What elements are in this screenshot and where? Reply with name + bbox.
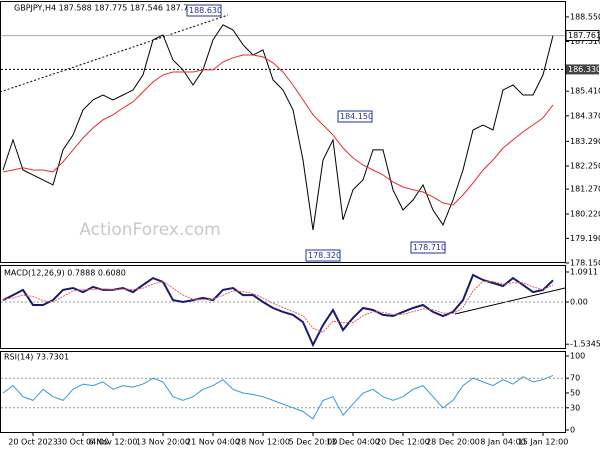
watermark: ActionForex.com	[79, 220, 220, 240]
price-box	[565, 30, 600, 42]
y-tick-label: 185.410	[570, 87, 600, 96]
annotation: 178.320	[308, 251, 341, 260]
x-tick-label: 13 Nov 20:00	[136, 438, 190, 447]
y-tick-label: 100	[570, 351, 585, 360]
annotation-box	[337, 110, 373, 123]
x-tick-label: 28 Nov 12:00	[236, 438, 290, 447]
y-tick-label: 70	[570, 374, 580, 383]
y-tick-label: 187.510	[570, 37, 600, 46]
series-line	[2, 24, 554, 231]
x-tick-label: 13 Dec 04:00	[326, 438, 380, 447]
x-tick-label: 28 Dec 20:00	[426, 438, 480, 447]
y-tick-label: 184.370	[570, 111, 600, 120]
series-line	[2, 54, 554, 206]
y-tick-label: 1.0911	[570, 267, 598, 276]
y-tick-label: 0.00	[570, 297, 588, 306]
rsi-frame	[0, 351, 566, 433]
y-tick-label: 0	[570, 426, 575, 435]
annotation: 188.630	[189, 6, 222, 15]
x-tick-label: 15 Jan 12:00	[518, 438, 569, 447]
chart-title: GBPJPY,H4 187.588 187.775 187.546 187.76…	[14, 4, 199, 13]
macd-trend-line	[454, 287, 566, 315]
annotation: 178.710	[413, 243, 446, 252]
x-tick-label: 8 Jan 04:00	[480, 438, 526, 447]
x-tick-label: 6 Nov 12:00	[89, 438, 138, 447]
y-tick-label: 181.270	[570, 185, 600, 194]
y-tick-label: -1.5345	[570, 340, 600, 349]
trend-line	[0, 14, 229, 93]
y-tick-label: 178.150	[570, 258, 600, 267]
y-tick-label: 50	[570, 388, 580, 397]
series-line	[2, 374, 554, 420]
series-line	[2, 280, 554, 333]
rsi-title: RSI(14) 73.7301	[4, 353, 69, 362]
macd-title: MACD(12,26,9) 0.7888 0.6080	[4, 269, 126, 278]
y-tick-label: 182.250	[570, 161, 600, 170]
level-box	[566, 64, 599, 75]
annotation: 184.150	[340, 112, 373, 121]
annotation-box	[186, 4, 222, 17]
main-frame	[0, 1, 566, 263]
series-line	[2, 273, 554, 348]
x-tick-label: 20 Oct 2023	[8, 438, 57, 447]
y-tick-label: 30	[570, 403, 580, 412]
y-tick-label: 188.550	[570, 12, 600, 21]
x-tick-label: 5 Dec 20:00	[289, 438, 338, 447]
y-tick-label: 183.290	[570, 137, 600, 146]
price-label: 187.761	[568, 31, 600, 40]
y-tick-label: 179.190	[570, 234, 600, 243]
y-tick-label: 180.220	[570, 209, 600, 218]
level-label: 186.330	[568, 65, 600, 74]
annotation-box	[410, 241, 446, 254]
annotation-box	[305, 249, 341, 262]
x-tick-label: 21 Nov 04:00	[186, 438, 240, 447]
x-tick-label: 30 Oct 04:00	[57, 438, 109, 447]
x-tick-label: 20 Dec 12:00	[376, 438, 430, 447]
macd-frame	[0, 265, 566, 349]
